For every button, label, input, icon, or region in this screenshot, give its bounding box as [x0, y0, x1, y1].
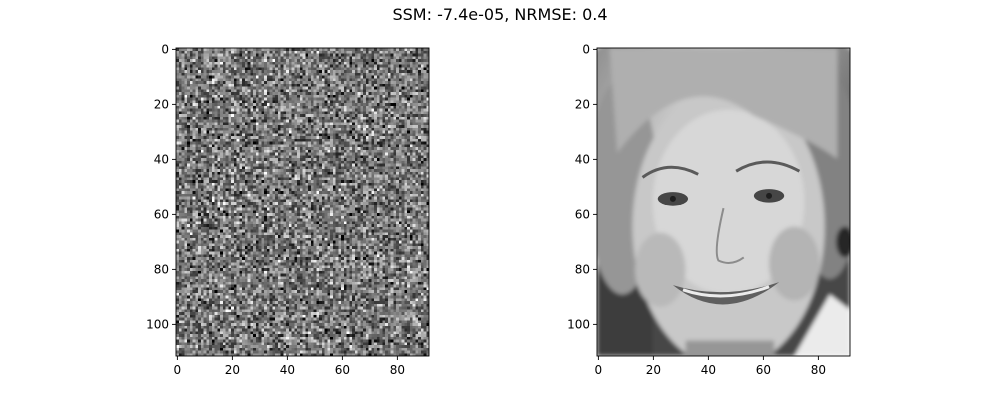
face-image-x-tick-label: 80	[811, 363, 826, 377]
noise-image	[176, 48, 429, 356]
noise-image-x-tick-label: 80	[390, 363, 405, 377]
face-image-y-tick-label: 100	[567, 317, 590, 331]
face-image-x-tick-label: 60	[756, 363, 771, 377]
noise-image-x-ticks: 0 20 40 60 80	[174, 356, 405, 377]
face-image-x-tick-label: 40	[701, 363, 716, 377]
noise-image-y-tick-label: 0	[161, 42, 169, 56]
figure-title: SSM: -7.4e-05, NRMSE: 0.4	[392, 5, 607, 24]
noise-image-x-tick-label: 40	[280, 363, 295, 377]
face-image-y-tick-label: 80	[575, 262, 590, 276]
noise-image-pixels	[176, 48, 429, 356]
face-image-y-tick-label: 40	[575, 152, 590, 166]
noise-image-y-tick-label: 100	[146, 317, 169, 331]
noise-image-frame	[175, 47, 430, 357]
face-image	[597, 48, 850, 356]
noise-image-y-tick-label: 20	[154, 97, 169, 111]
noise-image-x-tick-label: 60	[335, 363, 350, 377]
noise-image-x-tick-label: 20	[225, 363, 240, 377]
face-image-x-tick-label: 20	[646, 363, 661, 377]
face-image-x-ticks: 0 20 40 60 80	[595, 356, 826, 377]
noise-image-y-tick-label: 60	[154, 207, 169, 221]
face-image-panel: 0 20 40 60 80 0 20 40 60 80 100	[567, 42, 851, 377]
face-image-y-ticks: 0 20 40 60 80 100	[567, 42, 597, 331]
noise-image-x-tick-label: 0	[174, 363, 182, 377]
noise-image-panel: 0 20 40 60 80 0 20 40 60 80 100	[146, 42, 430, 377]
face-image-y-tick-label: 60	[575, 207, 590, 221]
noise-image-y-ticks: 0 20 40 60 80 100	[146, 42, 176, 331]
face-photo	[597, 48, 850, 356]
face-image-frame	[596, 47, 851, 357]
face-image-x-tick-label: 0	[595, 363, 603, 377]
face-image-y-tick-label: 20	[575, 97, 590, 111]
noise-image-y-tick-label: 40	[154, 152, 169, 166]
face-image-y-tick-label: 0	[582, 42, 590, 56]
noise-image-y-tick-label: 80	[154, 262, 169, 276]
